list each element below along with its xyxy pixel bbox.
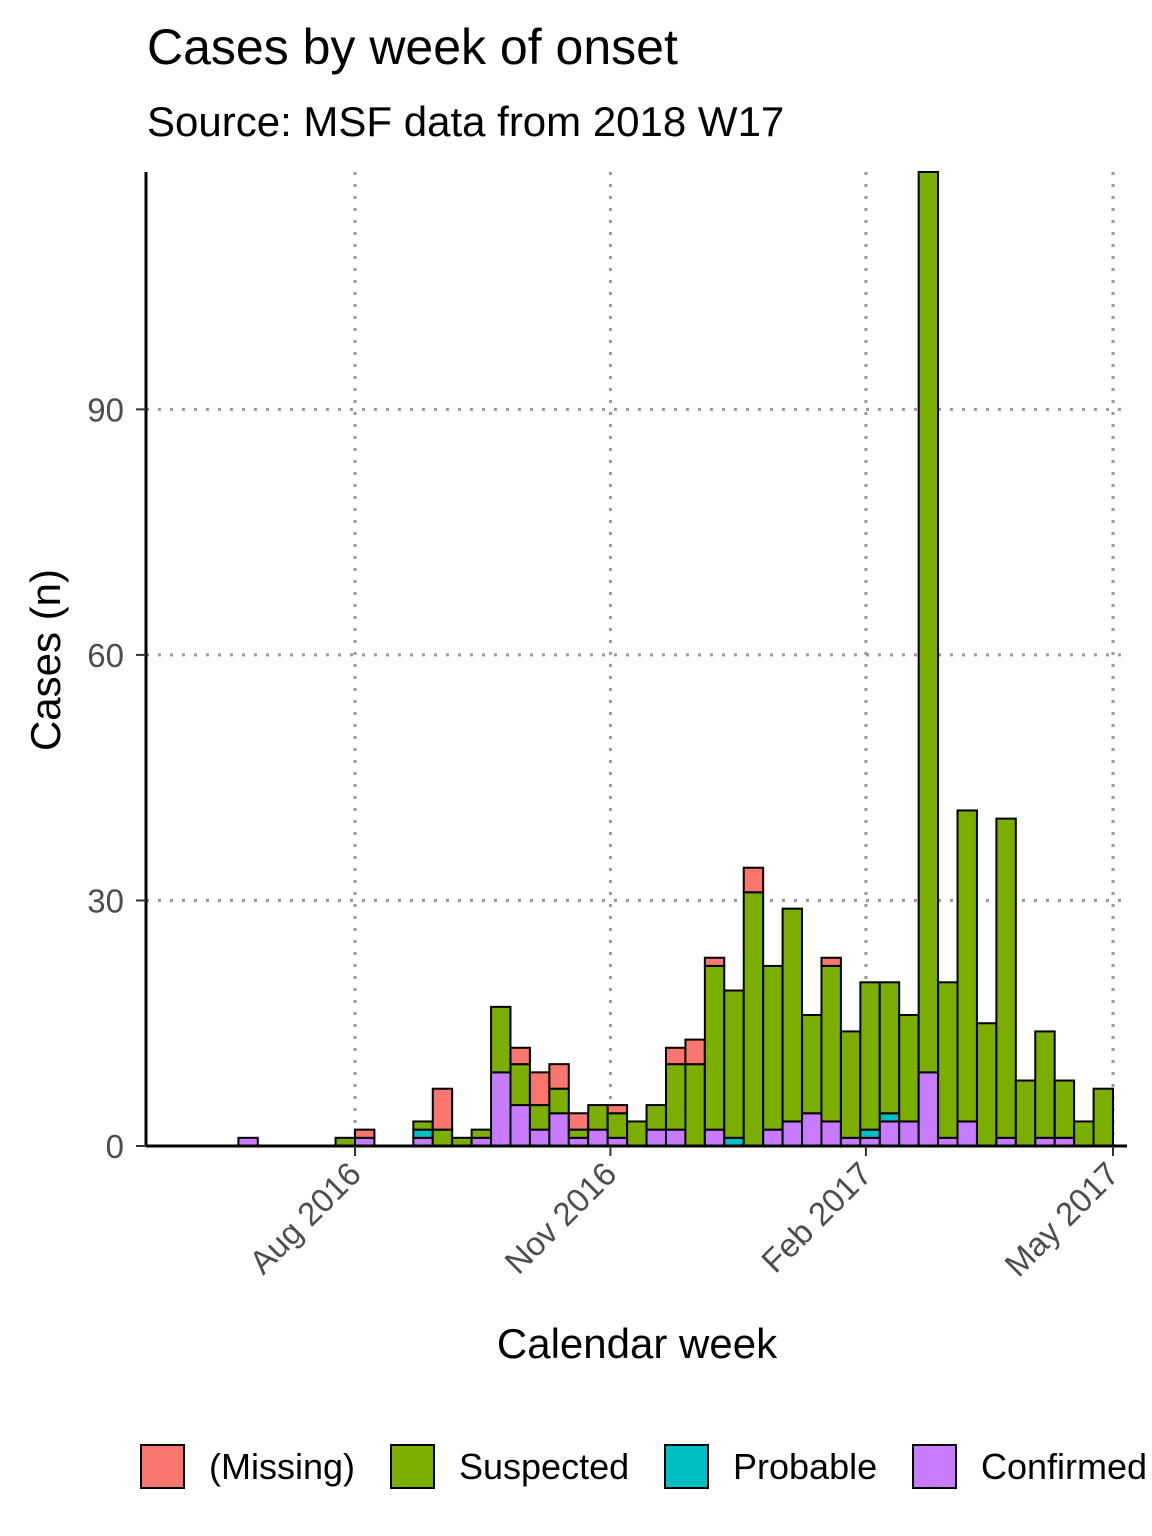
bar-segment-missing (528, 1071, 551, 1107)
axes (144, 172, 1127, 1148)
bar-segment-missing (354, 1128, 376, 1139)
bar-segment-confirmed (587, 1128, 609, 1147)
legend-key (664, 1444, 709, 1489)
chart-subtitle: Source: MSF data from 2018 W17 (147, 98, 784, 145)
bar-segment-confirmed (703, 1128, 726, 1147)
bar-segment-confirmed (528, 1128, 551, 1147)
x-ticks: Aug 2016 Nov 2016 Feb 2017 May 2017 (242, 1146, 1126, 1283)
y-tick-label: 30 (87, 882, 124, 919)
bar-segment-missing (664, 1046, 687, 1066)
bar-segment-suspected (606, 1112, 629, 1139)
bar-segment-confirmed (956, 1120, 978, 1148)
y-tick-label: 0 (106, 1128, 124, 1165)
bar-segment-suspected (956, 809, 978, 1123)
bar-segment-missing (684, 1038, 706, 1066)
y-tick-label: 60 (87, 637, 124, 674)
bar-segment-suspected (587, 1104, 609, 1131)
legend-key (390, 1444, 435, 1489)
bar-segment-confirmed (820, 1120, 842, 1148)
bar-segment-suspected (528, 1104, 551, 1131)
bar-segment-suspected (975, 1022, 998, 1147)
legend-label: Probable (733, 1446, 877, 1487)
bar-segment-missing (703, 956, 726, 967)
bars (237, 171, 1114, 1148)
bar-segment-suspected (1014, 1079, 1037, 1147)
bar-segment-suspected (917, 171, 940, 1074)
bar-segment-suspected (684, 1063, 706, 1147)
bar-segment-confirmed (781, 1120, 804, 1148)
chart-title: Cases by week of onset (147, 19, 678, 75)
bar-segment-missing (820, 956, 842, 967)
bar-segment-suspected (431, 1128, 454, 1147)
gridlines (146, 172, 1127, 1146)
bar-segment-suspected (1034, 1030, 1056, 1139)
bar-segment-suspected (762, 964, 784, 1131)
x-axis-title: Calendar week (497, 1320, 778, 1367)
bar-segment-confirmed (801, 1112, 823, 1147)
bar-segment-suspected (1073, 1120, 1095, 1148)
bar-segment-suspected (995, 817, 1017, 1139)
bar-segment-suspected (645, 1104, 667, 1131)
bar-segment-suspected (626, 1120, 648, 1148)
x-tick-label: Feb 2017 (754, 1155, 879, 1280)
bar-segment-probable (859, 1128, 881, 1139)
bar-segment-missing (567, 1112, 590, 1131)
bar-segment-confirmed (878, 1120, 901, 1148)
x-tick-label: Nov 2016 (497, 1155, 623, 1281)
legend-label: Confirmed (981, 1446, 1147, 1487)
legend-key (140, 1444, 185, 1489)
bar-segment-probable (412, 1128, 434, 1139)
legend-label: (Missing) (209, 1446, 355, 1487)
bar-segment-missing (509, 1046, 531, 1066)
bar-segment-missing (431, 1087, 454, 1131)
bar-segment-confirmed (509, 1104, 531, 1148)
y-ticks: 0 30 60 90 (87, 391, 146, 1165)
legend: (Missing) Suspected Probable Confirmed (140, 1444, 1147, 1489)
bar-segment-suspected (937, 981, 959, 1139)
bar-segment-suspected (490, 1005, 512, 1074)
bar-segment-confirmed (548, 1112, 570, 1147)
bar-segment-suspected (781, 907, 804, 1123)
bar-segment-suspected (1053, 1079, 1076, 1139)
legend-key (912, 1444, 957, 1489)
bar-segment-missing (606, 1104, 629, 1115)
bar-segment-suspected (548, 1087, 570, 1115)
bar-segment-confirmed (898, 1120, 920, 1148)
bar-segment-suspected (742, 891, 765, 1148)
bar-segment-suspected (703, 964, 726, 1131)
x-tick-label: May 2017 (997, 1155, 1126, 1284)
bar-segment-confirmed (490, 1071, 512, 1148)
bar-segment-suspected (567, 1128, 590, 1139)
bar-segment-suspected (1092, 1087, 1114, 1148)
bar-segment-suspected (801, 1014, 823, 1115)
bar-segment-suspected (859, 981, 881, 1131)
bar-segment-missing (742, 866, 765, 894)
x-tick-label: Aug 2016 (242, 1155, 368, 1281)
bar-segment-suspected (664, 1063, 687, 1131)
bar-segment-suspected (878, 981, 901, 1115)
bar-segment-suspected (820, 964, 842, 1123)
bar-segment-confirmed (762, 1128, 784, 1147)
bar-segment-confirmed (664, 1128, 687, 1147)
bar-segment-suspected (509, 1063, 531, 1107)
bar-segment-suspected (839, 1030, 862, 1139)
bar-segment-confirmed (645, 1128, 667, 1147)
bar-segment-suspected (723, 989, 745, 1139)
bar-segment-suspected (412, 1120, 434, 1131)
bar-segment-probable (878, 1112, 901, 1123)
bar-segment-suspected (898, 1014, 920, 1123)
bar-segment-suspected (470, 1128, 493, 1139)
bar-segment-confirmed (917, 1071, 940, 1148)
y-axis-title: Cases (n) (22, 569, 69, 751)
legend-label: Suspected (459, 1446, 629, 1487)
y-tick-label: 90 (87, 391, 124, 428)
bar-segment-missing (548, 1063, 570, 1090)
